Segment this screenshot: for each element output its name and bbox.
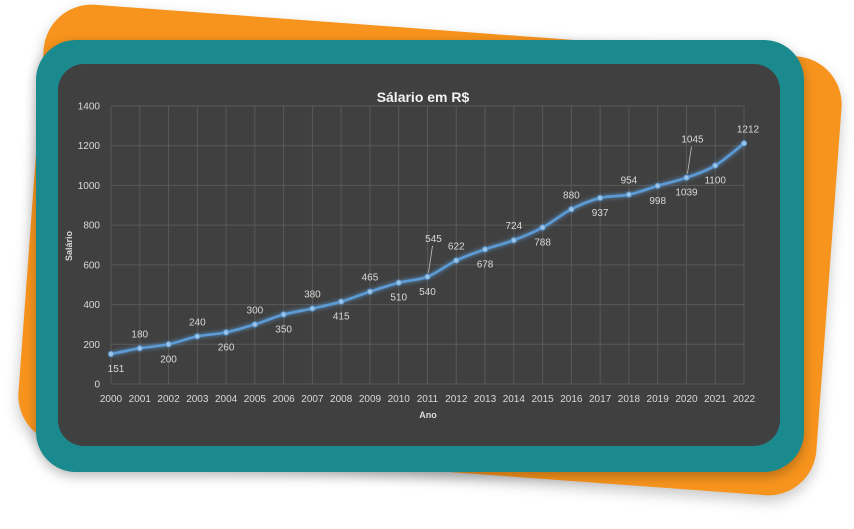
callout-label: 1045 xyxy=(681,135,704,146)
y-tick-label: 800 xyxy=(83,221,100,232)
data-point xyxy=(740,140,748,147)
x-tick-label: 2006 xyxy=(273,394,296,405)
data-label: 622 xyxy=(448,241,465,252)
data-point xyxy=(654,182,661,189)
data-label: 1100 xyxy=(704,176,726,187)
data-point xyxy=(481,246,489,253)
data-point xyxy=(453,257,460,264)
x-tick-label: 2009 xyxy=(359,394,382,405)
x-tick-label: 2021 xyxy=(704,394,727,405)
x-tick-label: 2011 xyxy=(417,394,439,405)
data-point xyxy=(597,194,604,202)
data-label: 415 xyxy=(333,312,350,323)
x-tick-label: 2001 xyxy=(129,394,152,405)
y-axis-title: Salário xyxy=(64,230,74,261)
data-point xyxy=(539,224,546,231)
y-tick-label: 200 xyxy=(83,340,100,351)
data-point xyxy=(222,329,230,336)
x-tick-label: 2005 xyxy=(244,394,267,405)
y-tick-label: 600 xyxy=(83,260,100,271)
line-chart: Sálario em R$ Salário Ano 0 200 400 600 800 1… xyxy=(64,89,760,420)
x-tick-label: 2002 xyxy=(157,394,180,405)
data-label: 151 xyxy=(108,364,125,375)
data-point xyxy=(165,341,172,348)
data-point xyxy=(625,191,633,198)
data-point xyxy=(510,237,517,244)
callout-label: 545 xyxy=(425,234,442,245)
x-tick-label: 2015 xyxy=(531,394,554,405)
data-label: 540 xyxy=(419,287,436,298)
x-tick-label: 2017 xyxy=(589,394,612,405)
chart-panel: Sálario em R$ Salário Ano 0 200 400 600 800 1… xyxy=(58,64,780,446)
x-tick-label: 2013 xyxy=(474,394,497,405)
data-point xyxy=(194,333,201,340)
x-tick-label: 2014 xyxy=(503,394,526,405)
data-label: 380 xyxy=(304,290,321,301)
data-label: 300 xyxy=(247,305,264,316)
data-label: 240 xyxy=(189,317,206,328)
y-tick-label: 1400 xyxy=(78,102,101,113)
x-axis-title: Ano xyxy=(419,410,437,420)
data-point xyxy=(712,162,719,169)
data-point xyxy=(280,311,287,318)
data-point xyxy=(683,174,690,181)
y-tick-label: 0 xyxy=(94,380,100,391)
x-tick-label: 2022 xyxy=(733,394,756,405)
data-label: 180 xyxy=(131,329,148,340)
x-tick-label: 2018 xyxy=(618,394,641,405)
data-label: 788 xyxy=(534,238,551,249)
data-label: 880 xyxy=(563,190,580,201)
data-label: 954 xyxy=(621,176,638,187)
x-tick-label: 2008 xyxy=(330,394,353,405)
data-label: 510 xyxy=(390,293,407,304)
data-label: 724 xyxy=(505,221,522,232)
data-label: 937 xyxy=(592,208,609,219)
data-point xyxy=(338,298,345,305)
data-point xyxy=(568,206,575,213)
data-label: 998 xyxy=(649,196,666,207)
data-point xyxy=(107,350,115,358)
x-tick-label: 2010 xyxy=(388,394,411,405)
data-label: 1212 xyxy=(737,124,760,135)
data-label: 1039 xyxy=(675,188,698,199)
data-label: 260 xyxy=(218,342,235,353)
y-tick-label: 400 xyxy=(83,300,100,311)
y-tick-label: 1200 xyxy=(78,141,101,152)
callout-leader xyxy=(687,146,692,174)
callout-leader xyxy=(428,245,433,273)
data-point xyxy=(424,273,431,280)
data-point xyxy=(366,288,374,295)
x-tick-label: 2020 xyxy=(675,394,698,405)
y-tick-label: 1000 xyxy=(78,181,101,192)
x-tick-label: 2007 xyxy=(301,394,324,405)
data-point xyxy=(395,279,402,286)
x-tick-label: 2003 xyxy=(186,394,209,405)
data-label: 350 xyxy=(275,325,292,336)
x-tick-label: 2016 xyxy=(560,394,583,405)
x-tick-label: 2000 xyxy=(100,394,123,405)
data-point xyxy=(309,305,316,312)
x-tick-label: 2012 xyxy=(445,394,468,405)
data-point xyxy=(251,321,258,328)
data-label: 200 xyxy=(160,354,177,365)
x-tick-label: 2019 xyxy=(647,394,670,405)
x-tick-label: 2004 xyxy=(215,394,238,405)
data-label: 465 xyxy=(362,273,379,284)
data-point xyxy=(136,345,143,352)
chart-title: Sálario em R$ xyxy=(377,89,470,105)
data-label: 678 xyxy=(477,259,494,270)
